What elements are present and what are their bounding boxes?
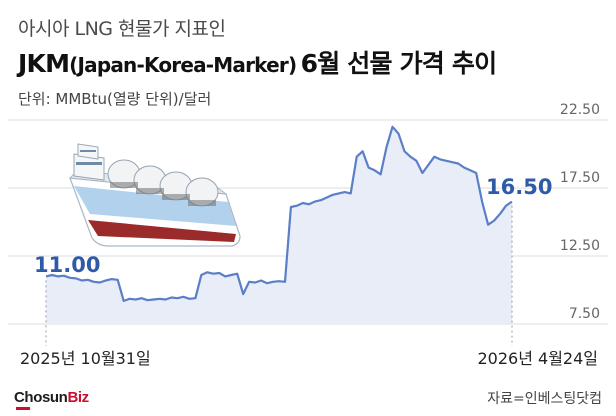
- chosunbiz-logo: ChosunBiz: [14, 389, 89, 410]
- price-area-fill: [46, 126, 512, 324]
- y-tick-label: 7.50: [569, 306, 600, 322]
- chart-subtitle: 아시아 LNG 현물가 지표인: [18, 18, 226, 40]
- x-start-label: 2025년 10월31일: [20, 349, 151, 368]
- y-tick-label: 17.50: [560, 170, 600, 186]
- unit-label: 단위: MMBtu(열량 단위)/달러: [18, 90, 212, 108]
- start-value-label: 11.00: [34, 253, 100, 277]
- title-jkm: JKM: [18, 49, 70, 78]
- x-end-label: 2026년 4월24일: [477, 349, 598, 368]
- price-line: [45, 125, 513, 302]
- source-note: 자료=인베스팅닷컴: [487, 391, 602, 407]
- lng-tanker-ship-icon: [68, 143, 241, 247]
- end-value-label: 16.50: [486, 175, 552, 199]
- y-tick-label: 22.50: [560, 102, 600, 118]
- title-rest: 6월 선물 가격 추이: [300, 49, 498, 78]
- y-tick-label: 12.50: [560, 238, 600, 254]
- chart-title: JKM(Japan-Korea-Marker) 6월 선물 가격 추이: [18, 44, 498, 80]
- title-parenthetical: (Japan-Korea-Marker): [69, 53, 297, 77]
